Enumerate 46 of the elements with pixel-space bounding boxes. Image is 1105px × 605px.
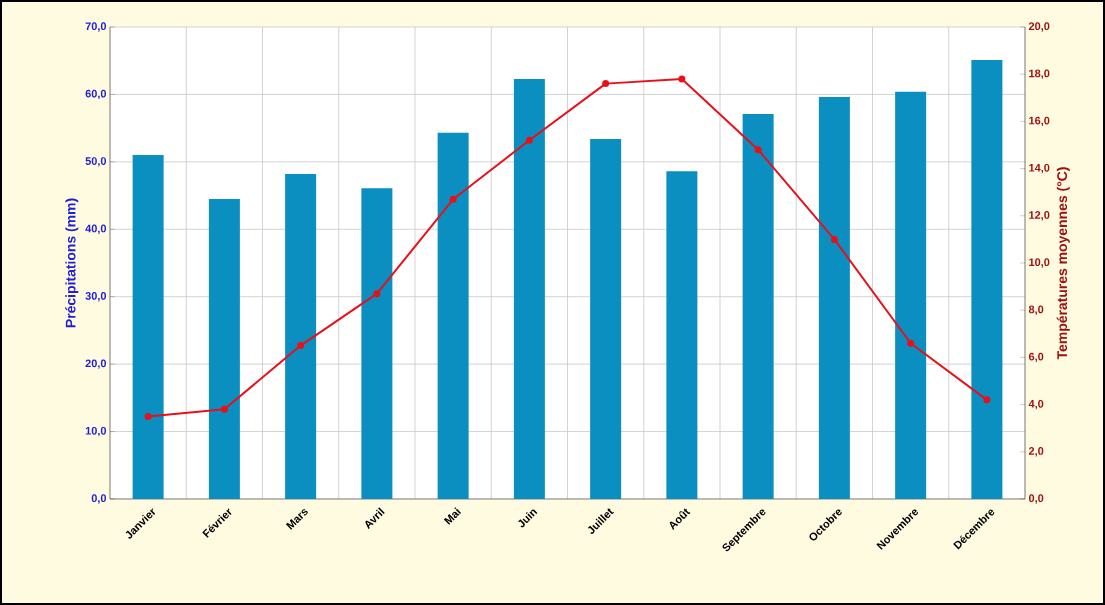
y2-tick-label: 18,0 [1029, 69, 1050, 79]
point [983, 396, 991, 404]
y2-tick-label: 8,0 [1028, 305, 1044, 315]
y-tick-label: 0,0 [91, 494, 107, 504]
bar [742, 113, 774, 499]
bar [437, 132, 469, 499]
y-axis-title: Précipitations (mm) [65, 198, 79, 328]
y2-tick-label: 12,0 [1029, 211, 1050, 221]
bar [361, 188, 393, 499]
bar [666, 171, 698, 499]
point [220, 405, 228, 413]
bar [895, 91, 927, 499]
point [449, 195, 457, 203]
y2-tick-label: 14,0 [1029, 163, 1050, 174]
y2-tick-label: 16,0 [1029, 116, 1050, 127]
y2-tick-label: 20,0 [1028, 22, 1050, 32]
y2-tick-label: 4,0 [1028, 399, 1044, 410]
y-tick-label: 30,0 [85, 292, 107, 302]
bar [132, 155, 164, 499]
bar [285, 173, 317, 499]
point [525, 136, 533, 144]
y-tick-label: 50,0 [85, 157, 107, 167]
y-tick-label: 40,0 [85, 224, 107, 234]
x-tick-label: Mai [443, 507, 462, 525]
y2-tick-label: 2,0 [1028, 447, 1044, 457]
y2-axis-title: Températures moyennes (°C) [1056, 167, 1070, 360]
bar [971, 60, 1003, 499]
point [830, 235, 838, 243]
y-tick-label: 10,0 [85, 426, 107, 437]
y2-tick-label: 6,0 [1028, 352, 1044, 363]
y-tick-label: 70,0 [85, 22, 107, 32]
point [907, 339, 915, 347]
bar [590, 138, 622, 499]
point [754, 146, 762, 154]
bar [208, 198, 240, 499]
bar [818, 97, 850, 499]
point [602, 80, 610, 88]
y-tick-label: 20,0 [85, 359, 107, 369]
bar [513, 78, 545, 499]
point [678, 75, 686, 83]
y2-tick-label: 10,0 [1029, 258, 1050, 268]
point [373, 290, 381, 298]
point [297, 342, 305, 350]
point [144, 412, 152, 420]
y2-tick-label: 0,0 [1028, 494, 1044, 504]
y-tick-label: 60,0 [85, 89, 107, 100]
